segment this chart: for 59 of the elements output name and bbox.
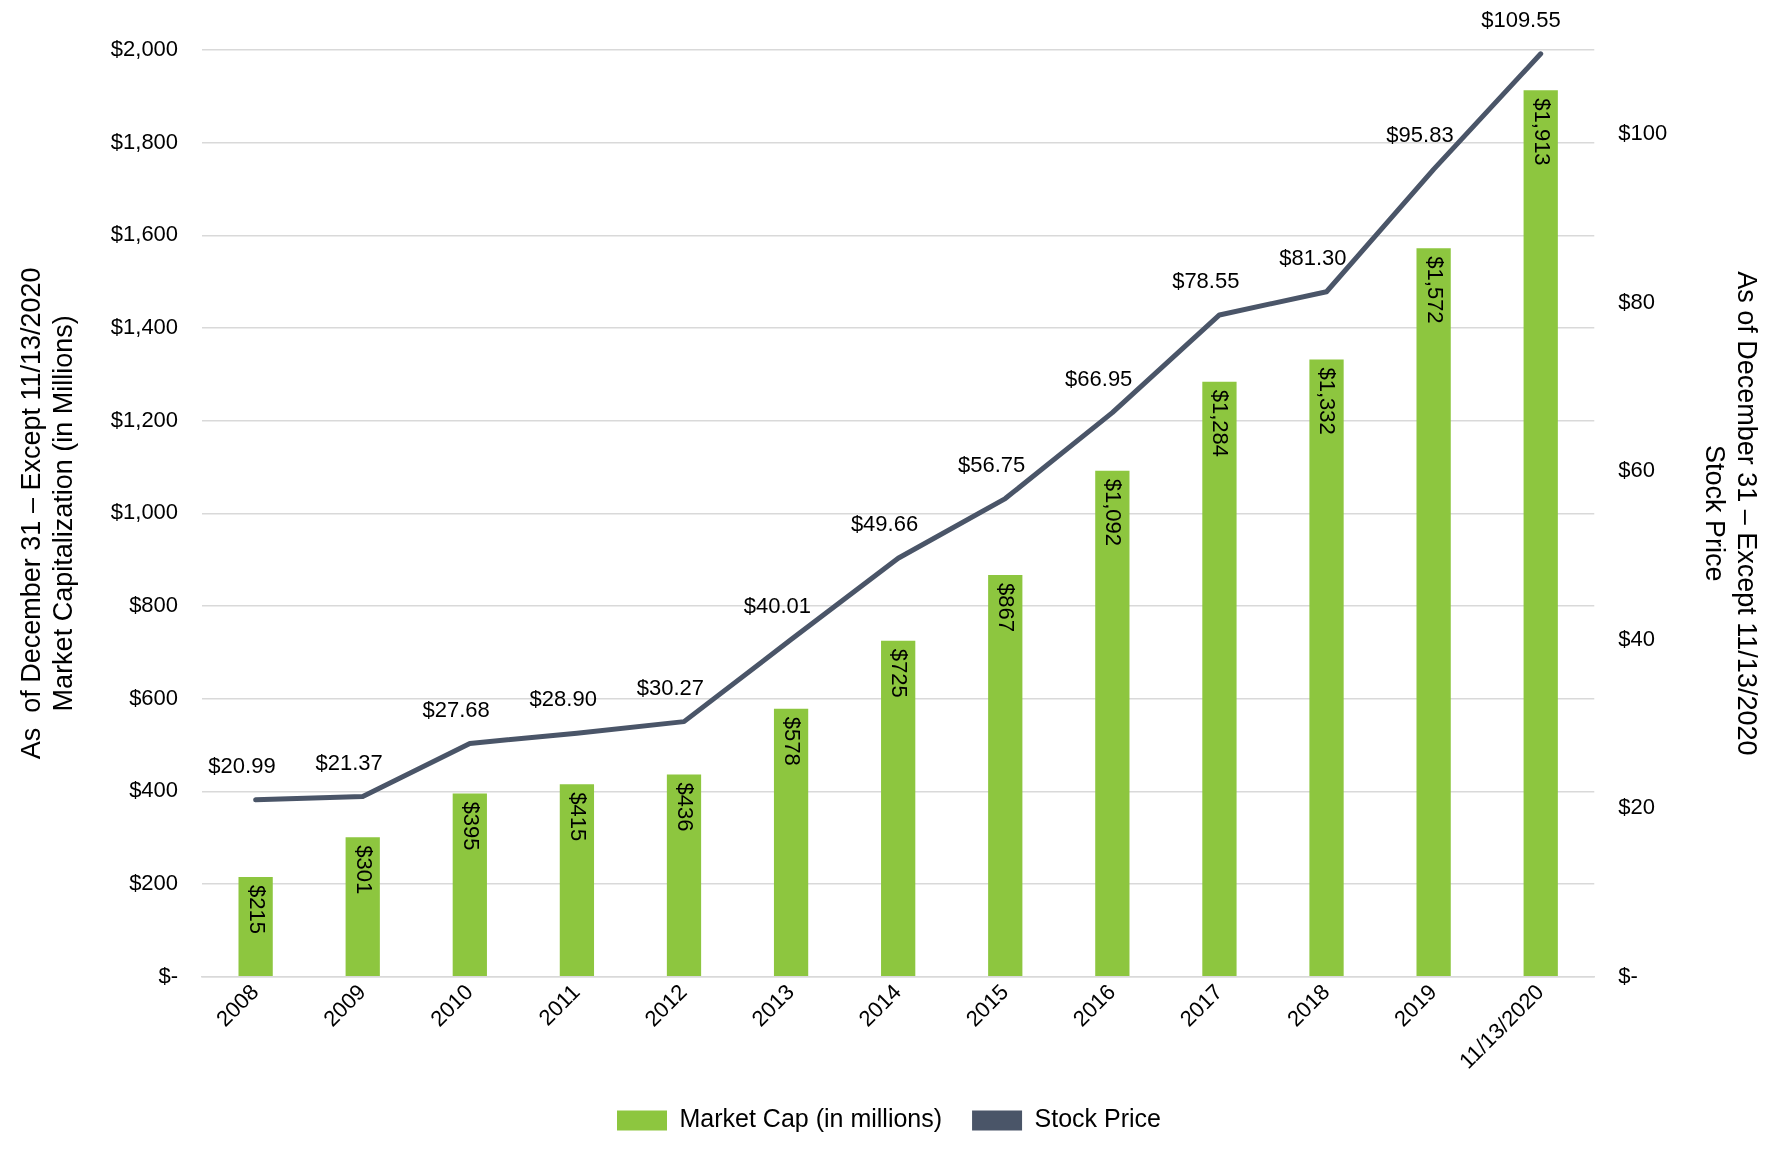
data-label: $78.55 (1172, 267, 1240, 293)
y-tick-label: $1,400 (110, 314, 179, 340)
bar (1202, 381, 1237, 976)
y-tick-label: $1,200 (110, 406, 179, 432)
data-label: $215 (244, 885, 270, 934)
data-label: $30.27 (636, 674, 704, 700)
data-label: $301 (351, 845, 377, 895)
data-label: $867 (994, 582, 1020, 632)
y-tick-label: $1,000 (110, 499, 179, 525)
data-label: $49.66 (850, 511, 919, 537)
y-tick-label: $400 (129, 777, 179, 803)
data-label: $56.75 (957, 451, 1026, 477)
data-label: $395 (458, 801, 484, 851)
y2-tick-label: $20 (1618, 794, 1655, 820)
data-label: $1,284 (1208, 389, 1234, 458)
data-label: $1,572 (1422, 256, 1448, 324)
bar (1523, 90, 1558, 976)
data-label: $1,913 (1529, 98, 1555, 166)
legend-label: Stock Price (1034, 1104, 1161, 1133)
data-label: $109.55 (1481, 6, 1561, 32)
data-label: $415 (565, 792, 591, 842)
data-label: $66.95 (1065, 365, 1133, 391)
data-label: $81.30 (1279, 244, 1347, 270)
data-label: $28.90 (529, 686, 597, 712)
bar (452, 793, 487, 976)
data-label: $20.99 (208, 752, 276, 778)
y2-tick-label: $80 (1618, 288, 1655, 314)
data-label: $1,092 (1101, 478, 1127, 546)
y2-tick-label: $- (1618, 962, 1638, 988)
bar (666, 774, 702, 976)
data-label: $95.83 (1386, 122, 1454, 148)
y-tick-label: $1,800 (110, 128, 179, 154)
bar (988, 574, 1023, 976)
data-label: $1,332 (1315, 367, 1341, 435)
data-label: $27.68 (422, 696, 490, 722)
y-tick-label: $1,600 (110, 221, 179, 247)
data-label: $725 (887, 648, 913, 698)
y2-tick-label: $40 (1618, 625, 1655, 651)
y2-axis-title: As of December 31 – Except 11/13/2020 Stock Price (1699, 271, 1763, 756)
y-tick-label: $2,000 (110, 36, 179, 62)
y2-tick-label: $100 (1618, 120, 1668, 146)
bar (881, 640, 916, 976)
y-tick-label: $800 (129, 592, 179, 618)
bar (1416, 248, 1451, 976)
data-label: $40.01 (743, 592, 812, 618)
y-tick-label: $200 (129, 870, 179, 896)
bar (1095, 470, 1130, 976)
bar (773, 708, 809, 976)
y-tick-label: $600 (129, 684, 179, 710)
legend-label: Market Cap (in millions) (679, 1104, 943, 1133)
data-label: $436 (672, 782, 698, 832)
data-label: $21.37 (315, 749, 383, 775)
y-tick-label: $- (158, 962, 179, 988)
y2-tick-label: $60 (1618, 457, 1655, 483)
bar (1309, 359, 1344, 976)
y-axis-title: As of December 31 – Except 11/13/2020 Market Capitalization (in Millions) (15, 267, 79, 760)
bar (559, 784, 595, 976)
data-label: $578 (780, 716, 806, 766)
bar (345, 837, 380, 976)
